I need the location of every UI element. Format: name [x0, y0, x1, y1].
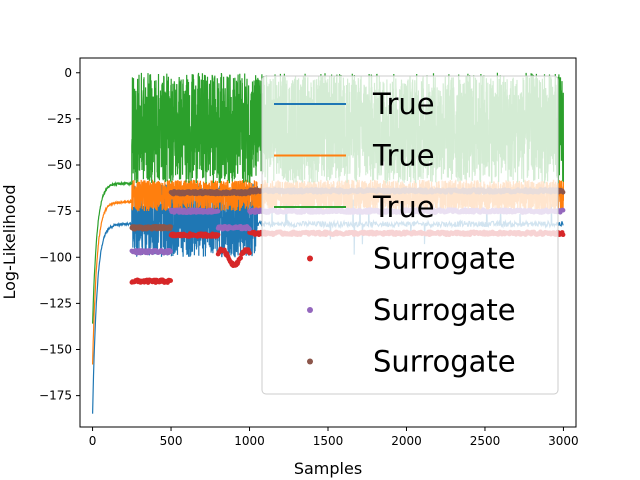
legend-label: Surrogate [373, 242, 516, 276]
scatter-point [560, 207, 566, 213]
x-tick-label: 1500 [313, 434, 344, 448]
y-tick-label: −75 [47, 204, 72, 218]
x-tick-label: 0 [89, 434, 97, 448]
scatter-point [238, 255, 243, 261]
scatter-point [560, 189, 566, 195]
x-axis-label: Samples [294, 459, 362, 478]
scatter-point [168, 278, 173, 283]
y-axis: 0 −25 −50 −75 −100 −125 −150 −175 [39, 66, 80, 403]
scatter-point [215, 208, 221, 214]
x-tick-label: 2500 [470, 434, 501, 448]
legend-label: Surrogate [373, 293, 516, 327]
y-tick-label: −100 [39, 250, 72, 264]
y-axis-label: Log-Likelihood [0, 184, 19, 299]
scatter-point [215, 232, 221, 238]
legend: True True True Surrogate Surrogate Surrogate [261, 75, 559, 395]
legend-marker-swatch [307, 358, 313, 365]
x-tick-label: 500 [160, 434, 183, 448]
legend-label: Surrogate [373, 345, 516, 379]
x-tick-label: 1000 [234, 434, 265, 448]
scatter-point [168, 224, 173, 229]
x-axis: 0 500 1000 1500 2000 2500 3000 [89, 427, 579, 448]
scatter-point [247, 226, 252, 232]
x-tick-label: 2000 [391, 434, 422, 448]
legend-marker-swatch [307, 307, 313, 313]
scatter-point [247, 250, 252, 256]
y-tick-label: 0 [64, 66, 72, 80]
x-tick-label: 3000 [548, 434, 579, 448]
y-tick-label: −125 [39, 296, 72, 310]
legend-label: True [372, 87, 435, 121]
y-tick-label: −25 [47, 112, 72, 126]
legend-label: True [372, 190, 435, 224]
scatter-point [560, 232, 566, 237]
y-tick-label: −50 [47, 158, 72, 172]
legend-label: True [372, 139, 435, 173]
legend-marker-swatch [307, 255, 313, 262]
scatter-point [168, 249, 173, 254]
y-tick-label: −150 [39, 343, 72, 357]
y-tick-label: −175 [39, 389, 72, 403]
